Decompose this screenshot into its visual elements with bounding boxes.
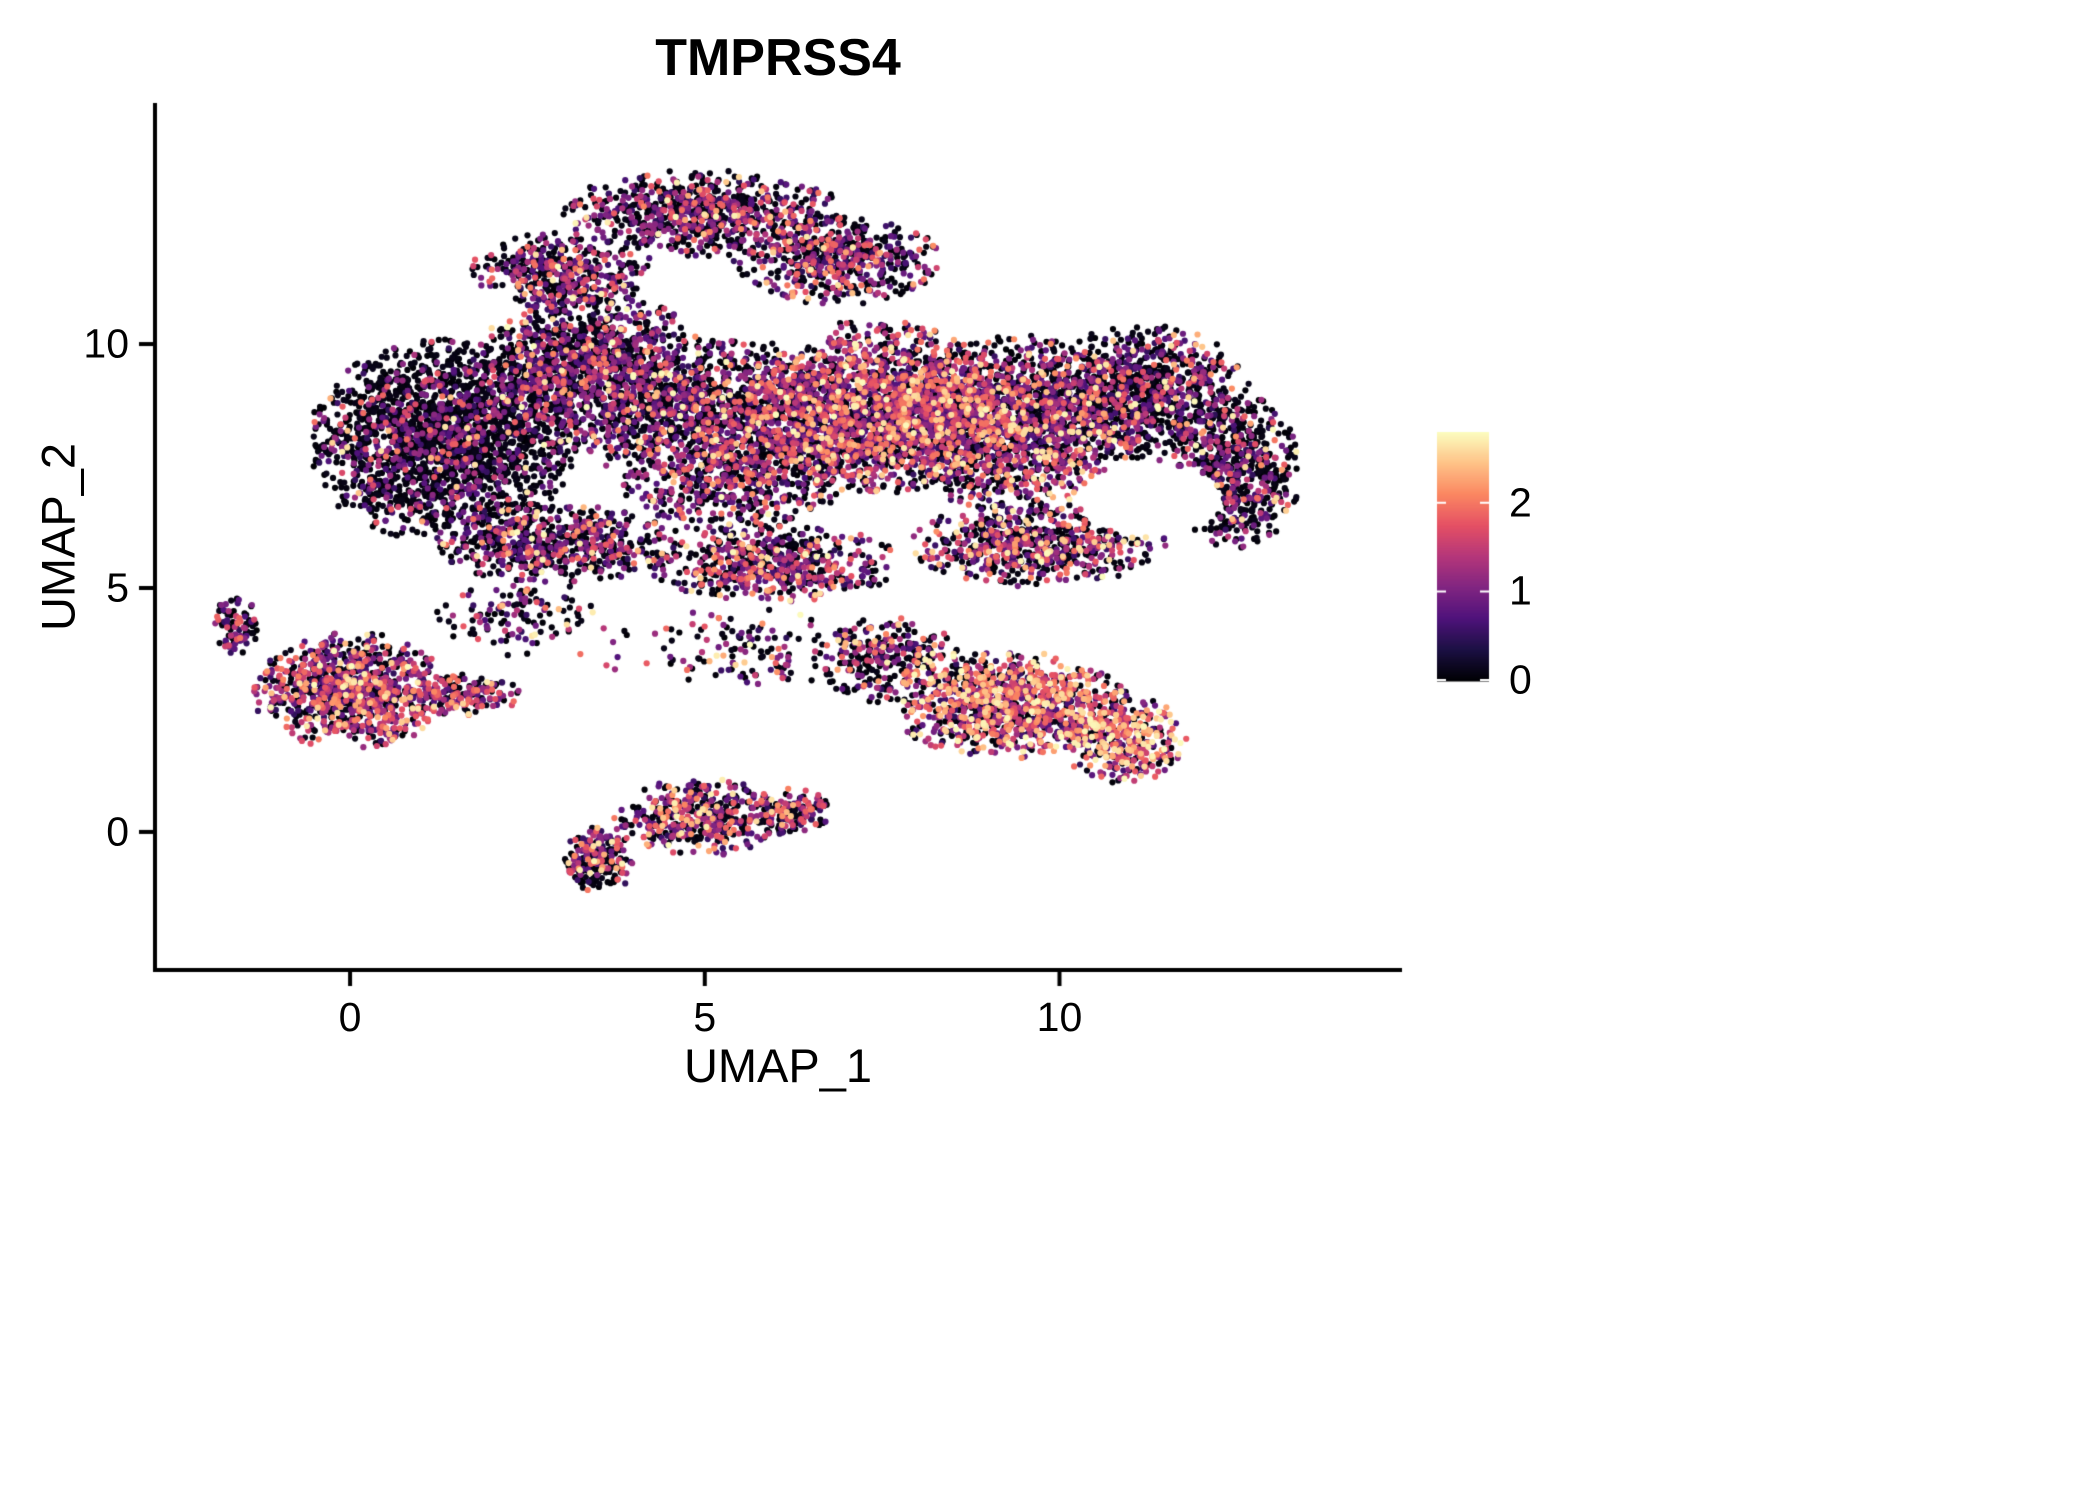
colorbar-tick-label: 0 bbox=[1509, 656, 1532, 703]
plot-title: TMPRSS4 bbox=[655, 29, 901, 87]
colorbar-tick-label: 2 bbox=[1509, 479, 1532, 526]
colorbar-tick-label: 1 bbox=[1509, 567, 1532, 614]
x-axis-tick-label: 10 bbox=[1036, 994, 1083, 1040]
y-axis-label: UMAP_2 bbox=[31, 442, 85, 632]
y-axis-tick-label: 0 bbox=[106, 808, 129, 855]
y-axis-tick-label: 10 bbox=[83, 320, 129, 367]
x-axis-tick-label: 0 bbox=[338, 994, 362, 1040]
y-axis-tick-label: 5 bbox=[106, 564, 129, 611]
x-axis-label: UMAP_1 bbox=[683, 1039, 873, 1092]
x-axis-tick-label: 5 bbox=[693, 994, 717, 1040]
